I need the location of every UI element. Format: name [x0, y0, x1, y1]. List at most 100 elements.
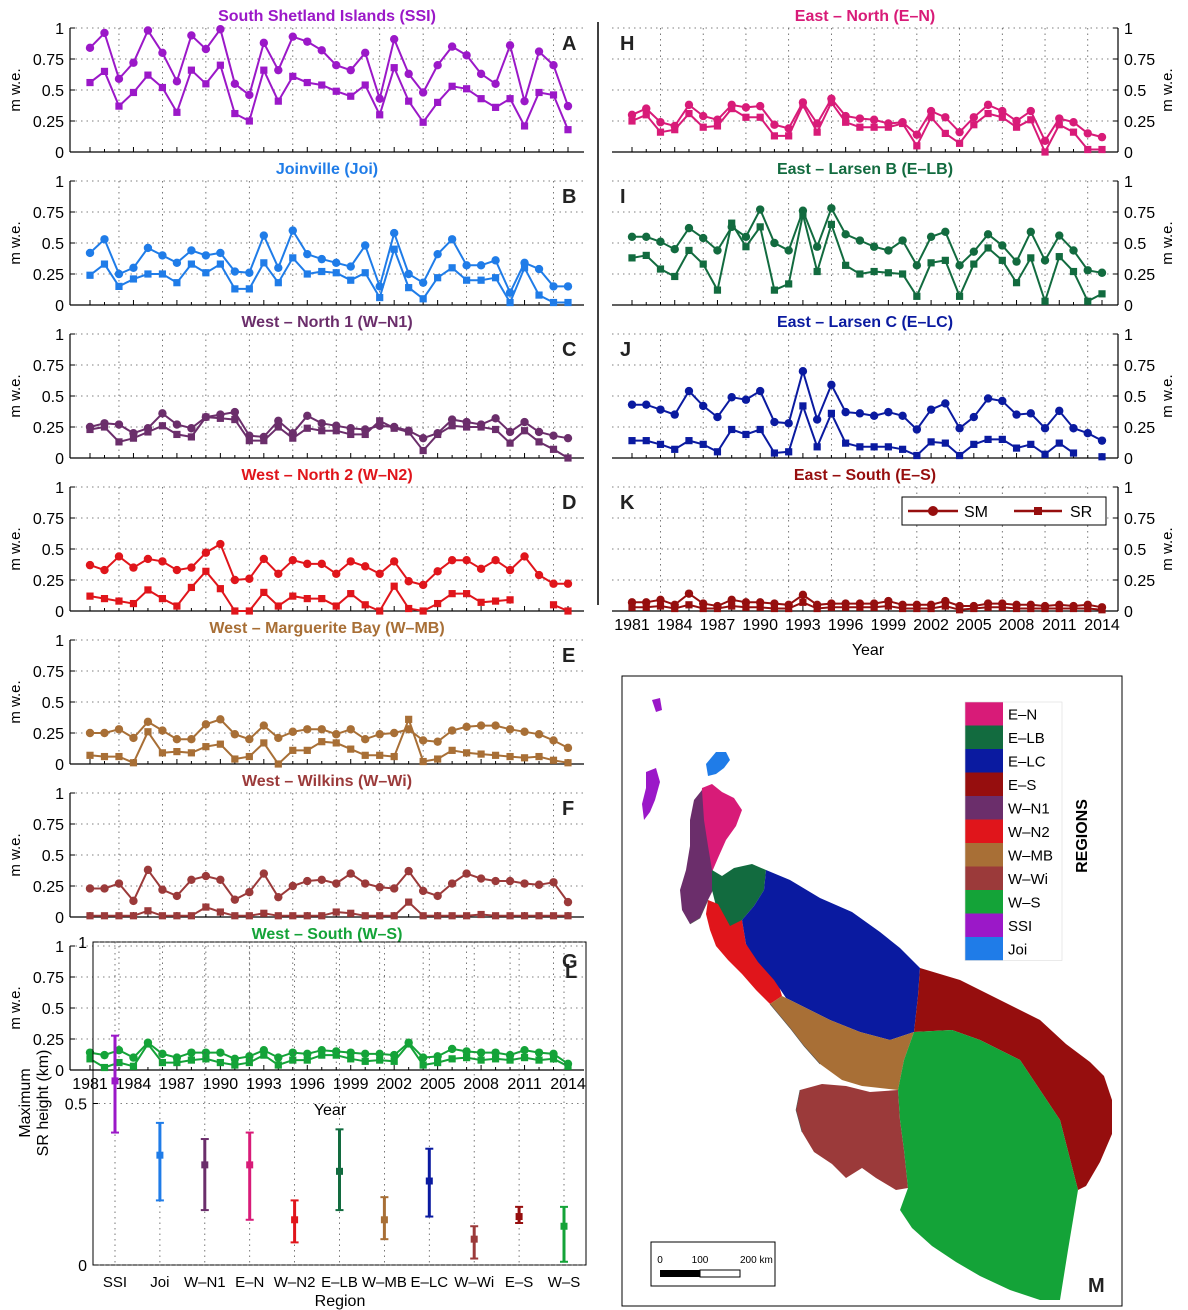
point-sr: [231, 1061, 239, 1069]
point-sr: [984, 603, 992, 611]
point-sr: [491, 751, 500, 759]
point-sm: [534, 427, 544, 437]
point-sm: [1097, 436, 1107, 445]
point-sr: [564, 912, 572, 920]
point-sm: [1069, 118, 1078, 127]
point-sr: [842, 261, 850, 269]
legend-sm-marker: [928, 506, 938, 516]
panel-title: West – Wilkins (W–Wi): [242, 773, 412, 790]
point-sr: [1041, 604, 1049, 613]
point-sm: [520, 727, 529, 736]
panel-title: East – South (E–S): [794, 467, 936, 484]
point-sr: [376, 607, 384, 615]
point-sr: [158, 270, 167, 278]
point-sm: [727, 393, 736, 402]
x-tick-label: W–N2: [274, 1274, 316, 1291]
point-sm: [1083, 266, 1092, 275]
point-sr: [628, 603, 636, 611]
point-sr: [187, 1056, 195, 1064]
point-sm: [274, 569, 283, 578]
point-sr: [564, 1062, 572, 1070]
point-sr: [685, 246, 693, 255]
point-sm: [869, 115, 879, 124]
y-axis-label: m w.e.: [7, 986, 24, 1029]
point-sr: [376, 417, 384, 425]
x-tick-label: 2011: [507, 1076, 542, 1093]
point-sr: [361, 912, 369, 920]
point-sm: [303, 725, 312, 734]
panel-letter: B: [562, 186, 576, 208]
point-sm: [491, 79, 500, 89]
legend-border: [964, 701, 1063, 961]
x-tick-label: 1984: [116, 1076, 152, 1093]
point-sr: [1041, 450, 1049, 458]
series-sm-line: [90, 867, 569, 903]
point-sr: [477, 95, 485, 103]
x-tick-label: 1993: [246, 1076, 282, 1093]
point-sr: [347, 590, 355, 598]
point-sr: [856, 123, 864, 131]
panel-letter: G: [562, 951, 578, 973]
y-tick-label: 1: [1124, 21, 1133, 38]
point-sm: [699, 233, 708, 243]
point-sr: [1055, 439, 1063, 447]
point-sr: [303, 1056, 311, 1064]
point-sr: [713, 286, 722, 294]
point-sr: [260, 437, 268, 445]
point-sr: [448, 82, 456, 90]
x-tick-label: W–N1: [184, 1274, 226, 1291]
point-sm: [998, 241, 1007, 250]
point-sr: [303, 912, 311, 920]
point-sr: [115, 1058, 123, 1067]
panel-c: 0 0.25 0.5 0.75 1 m w.e. West – North 1 (W–N1)…: [7, 314, 584, 468]
point-sr: [506, 298, 514, 307]
y-tick-label: 0.75: [1124, 358, 1155, 375]
point-sr: [813, 443, 821, 451]
point-sm: [642, 232, 651, 241]
series-sr-line: [89, 416, 569, 459]
point-sm: [1083, 429, 1092, 438]
scale-bar: 0 100 200 km: [650, 1241, 776, 1287]
point-sm: [812, 242, 822, 251]
x-tick-label: 1999: [871, 617, 907, 634]
point-sr: [289, 592, 297, 600]
point-sm: [505, 288, 515, 297]
series-sr-line: [89, 1042, 569, 1069]
point-sr: [231, 415, 239, 424]
point-sr: [390, 245, 398, 253]
x-tick-label: 1987: [159, 1076, 195, 1093]
point-sm: [259, 554, 269, 564]
point-sr: [1069, 267, 1078, 276]
point-sm: [375, 730, 384, 739]
legend-label: W–N1: [1008, 801, 1050, 818]
point-sm: [114, 269, 124, 279]
scale-tick-200: 200 km: [740, 1255, 773, 1266]
y-tick-label: 0.5: [42, 236, 64, 253]
series-sm-line: [631, 96, 1103, 143]
mean-marker: [201, 1161, 209, 1169]
point-sr: [1069, 128, 1078, 136]
y-tick-label: 0: [55, 757, 64, 774]
point-sm: [201, 720, 211, 729]
point-sm: [129, 896, 138, 906]
y-tick-label: 0: [55, 298, 64, 315]
region-ws-shape: [898, 1030, 1078, 1300]
point-sr: [129, 759, 138, 767]
y-tick-label: 1: [55, 480, 64, 497]
point-sm: [245, 1052, 254, 1061]
point-sm: [389, 557, 399, 566]
point-sr: [86, 751, 94, 759]
x-axis-label-right: Year: [852, 642, 885, 659]
point-sr: [799, 402, 807, 410]
point-sm: [433, 249, 442, 259]
point-sr: [535, 912, 543, 920]
x-tick-label: 1981: [72, 1076, 108, 1093]
point-sm: [216, 539, 225, 549]
point-sr: [685, 601, 693, 609]
point-sr: [260, 259, 268, 267]
y-tick-label: 0.5: [1124, 236, 1146, 253]
point-sm: [549, 282, 558, 291]
point-sr: [245, 912, 253, 920]
point-sr: [216, 414, 224, 422]
point-sr: [376, 293, 384, 302]
